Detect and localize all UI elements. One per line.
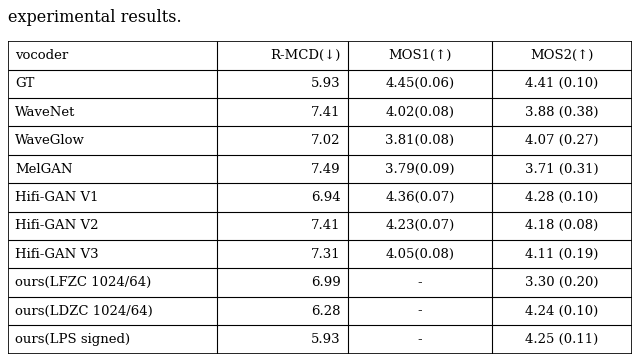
Text: 7.31: 7.31 [311,248,340,261]
Text: 5.93: 5.93 [311,333,340,346]
Text: 4.28 (0.10): 4.28 (0.10) [525,191,598,204]
Text: Hifi-GAN V1: Hifi-GAN V1 [15,191,99,204]
Text: 4.07 (0.27): 4.07 (0.27) [525,134,599,147]
Text: -: - [418,276,422,289]
Text: -: - [418,304,422,317]
Text: WaveNet: WaveNet [15,106,76,119]
Text: MOS1(↑): MOS1(↑) [388,49,452,62]
Text: WaveGlow: WaveGlow [15,134,85,147]
Text: 6.99: 6.99 [311,276,340,289]
Text: 5.93: 5.93 [311,78,340,90]
Text: 6.28: 6.28 [311,304,340,317]
Text: 7.02: 7.02 [311,134,340,147]
Text: 4.11 (0.19): 4.11 (0.19) [525,248,599,261]
Text: Hifi-GAN V2: Hifi-GAN V2 [15,219,99,232]
Text: vocoder: vocoder [15,49,68,62]
Text: 4.23(0.07): 4.23(0.07) [385,219,454,232]
Text: 4.24 (0.10): 4.24 (0.10) [525,304,598,317]
Text: 3.71 (0.31): 3.71 (0.31) [525,163,599,176]
Text: 4.45(0.06): 4.45(0.06) [385,78,454,90]
Text: MelGAN: MelGAN [15,163,73,176]
Text: ours(LFZC 1024/64): ours(LFZC 1024/64) [15,276,152,289]
Text: Hifi-GAN V3: Hifi-GAN V3 [15,248,99,261]
Text: 4.25 (0.11): 4.25 (0.11) [525,333,598,346]
Text: 3.79(0.09): 3.79(0.09) [385,163,454,176]
Text: 4.36(0.07): 4.36(0.07) [385,191,454,204]
Text: 7.41: 7.41 [311,106,340,119]
Text: 3.81(0.08): 3.81(0.08) [385,134,454,147]
Text: 4.02(0.08): 4.02(0.08) [385,106,454,119]
Text: GT: GT [15,78,35,90]
Text: MOS2(↑): MOS2(↑) [531,49,594,62]
Text: 3.88 (0.38): 3.88 (0.38) [525,106,599,119]
Text: 4.05(0.08): 4.05(0.08) [385,248,454,261]
Text: 4.41 (0.10): 4.41 (0.10) [525,78,598,90]
Text: 7.41: 7.41 [311,219,340,232]
Text: 3.30 (0.20): 3.30 (0.20) [525,276,599,289]
Text: experimental results.: experimental results. [8,9,181,26]
Text: 7.49: 7.49 [311,163,340,176]
Text: ours(LPS signed): ours(LPS signed) [15,333,131,346]
Text: 6.94: 6.94 [311,191,340,204]
Text: -: - [418,333,422,346]
Text: ours(LDZC 1024/64): ours(LDZC 1024/64) [15,304,153,317]
Text: R-MCD(↓): R-MCD(↓) [270,49,340,62]
Text: 4.18 (0.08): 4.18 (0.08) [525,219,598,232]
